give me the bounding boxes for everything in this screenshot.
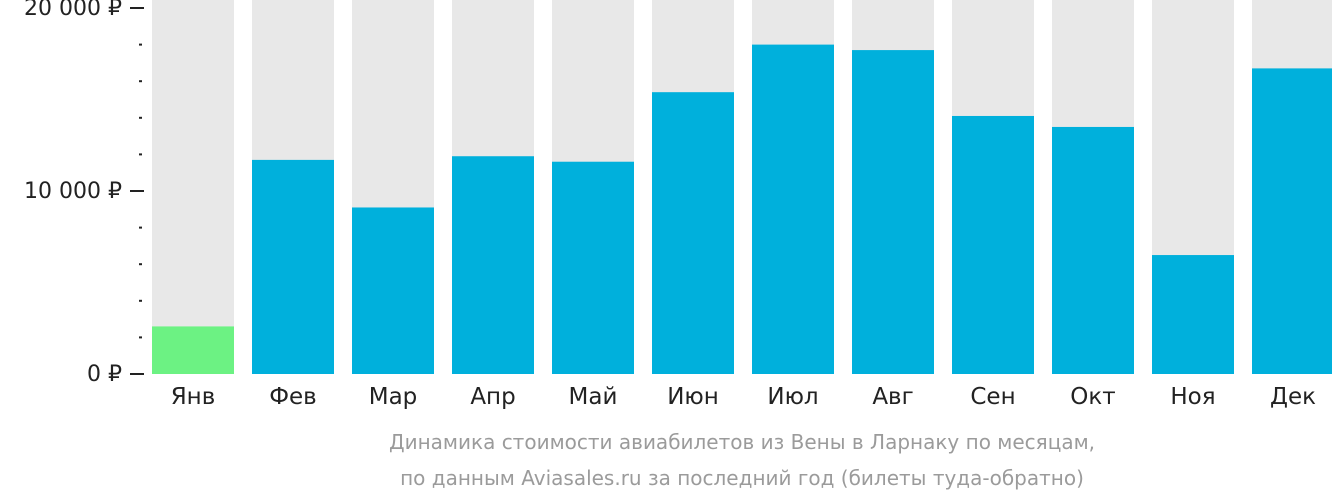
bar-10 [1052,126,1134,374]
x-tick-label-9: Сен [970,384,1015,410]
x-tick-label-11: Ноя [1170,384,1215,410]
y-tick-label: 0 ₽ [87,362,122,387]
price-bar-chart: 0 ₽ 10 000 ₽ 20 000 ₽ Янв Фев Мар Апр Май Июн Июл… [24,0,1332,410]
bar-9 [952,115,1034,374]
bar-5 [552,161,634,374]
x-tick-label-2: Фев [269,384,317,410]
x-tick-label-5: Май [569,384,618,410]
bar-11 [1152,255,1234,374]
y-tick-label: 10 000 ₽ [24,179,122,204]
bar-2 [252,159,334,374]
x-tick-label-4: Апр [470,384,515,410]
chart-caption-line-2: по данным Aviasales.ru за последний год … [400,466,1084,490]
x-tick-label-6: Июн [667,384,719,410]
bar-3 [352,207,434,374]
bar-7 [752,44,834,374]
y-tick-label: 20 000 ₽ [24,0,122,21]
bar-4 [452,156,534,374]
bar-12 [1252,68,1332,374]
x-tick-label-1: Янв [171,384,216,410]
bar-6 [652,92,734,375]
x-tick-label-12: Дек [1270,384,1316,410]
x-tick-label-7: Июл [767,384,818,410]
bar-track-1 [152,0,234,374]
x-tick-label-10: Окт [1070,384,1115,410]
bar-1 [152,326,234,374]
bar-8 [852,50,934,375]
chart-caption-line-1: Динамика стоимости авиабилетов из Вены в… [388,430,1096,454]
x-tick-label-3: Мар [369,384,418,410]
x-tick-label-8: Авг [872,384,913,410]
